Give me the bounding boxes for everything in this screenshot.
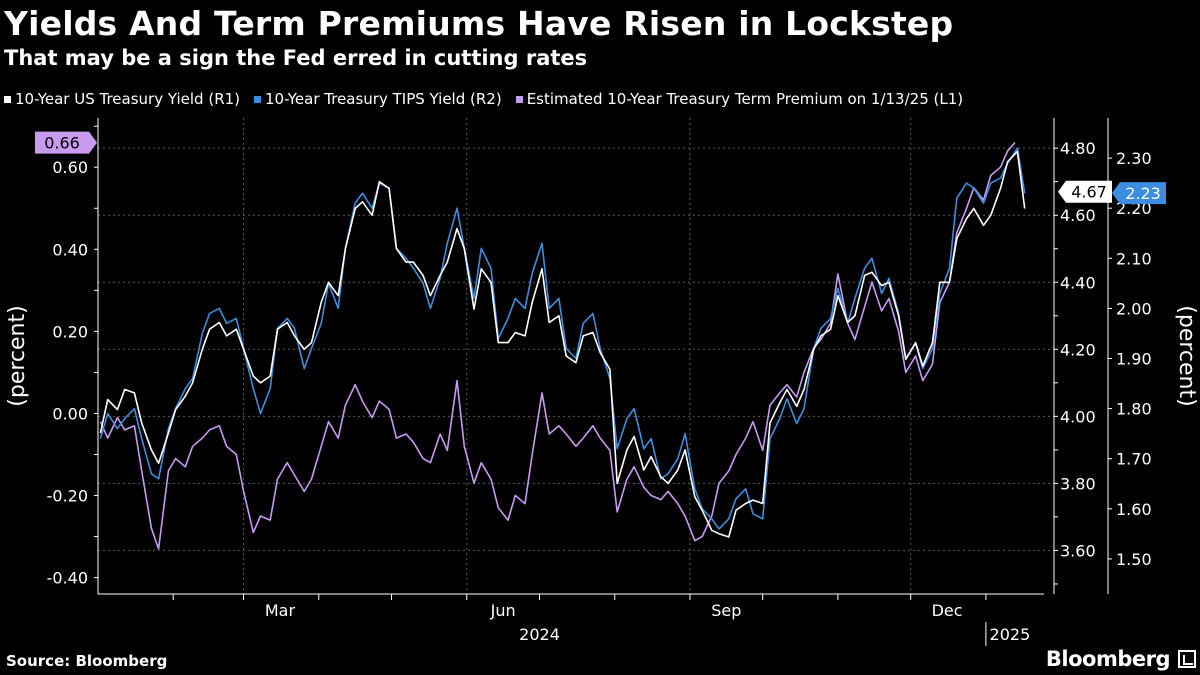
- r1-axis-tick-label: 4.20: [1060, 340, 1096, 359]
- value-labels: 4.67 2.23 0.66: [35, 131, 1166, 205]
- r1-axis-tick-label: 4.40: [1060, 273, 1096, 292]
- r2-axis-tick-label: 2.30: [1116, 149, 1152, 168]
- tips-line: [99, 147, 1026, 530]
- right-axis-title: (percent): [1174, 305, 1199, 406]
- source-note: Source: Bloomberg: [6, 652, 168, 670]
- r2-axis-tick-label: 1.80: [1116, 400, 1152, 419]
- x-axis-month-label: Jun: [490, 601, 516, 620]
- r1-axis-tick-label: 4.60: [1060, 206, 1096, 225]
- legend-item-premium: Estimated 10-Year Treasury Term Premium …: [515, 90, 964, 108]
- x-axis-year-label: 2024: [519, 625, 560, 644]
- x-axis-month-label: Sep: [711, 601, 741, 620]
- premium-last-value: 0.66: [44, 134, 80, 153]
- r2-axis-tick-label: 1.90: [1116, 350, 1152, 369]
- legend-label-premium: Estimated 10-Year Treasury Term Premium …: [526, 90, 964, 108]
- r2-axis-tick-label: 1.50: [1116, 550, 1152, 569]
- bloomberg-icon: [1178, 650, 1196, 668]
- legend-item-tips: 10-Year Treasury TIPS Yield (R2): [254, 90, 502, 108]
- yield-last-value: 4.67: [1071, 183, 1107, 202]
- left-axis-title: (percent): [5, 305, 30, 406]
- legend-swatch-tips: [254, 95, 262, 103]
- legend-swatch-premium: [515, 95, 523, 103]
- legend-label-yield: 10-Year US Treasury Yield (R1): [15, 90, 241, 108]
- legend-label-tips: 10-Year Treasury TIPS Yield (R2): [265, 90, 502, 108]
- x-axis-year-label: 2025: [990, 625, 1031, 644]
- yield-line: [99, 150, 1026, 538]
- r2-axis-tick-label: 1.70: [1116, 450, 1152, 469]
- legend: 10-Year US Treasury Yield (R1) 10-Year T…: [4, 90, 963, 108]
- x-axis-month-label: Mar: [265, 601, 296, 620]
- r1-axis-tick-label: 3.60: [1060, 541, 1096, 560]
- left-axis-tick-label: 0.00: [52, 404, 88, 423]
- left-axis-tick-label: 0.40: [52, 240, 88, 259]
- axes: 0.600.400.200.00-0.20-0.40(percent)4.804…: [5, 118, 1199, 646]
- r1-axis-tick-label: 4.00: [1060, 407, 1096, 426]
- r2-axis-tick-label: 2.10: [1116, 249, 1152, 268]
- left-axis-tick-label: 0.60: [52, 158, 88, 177]
- legend-swatch-yield: [4, 95, 11, 103]
- chart-subtitle: That may be a sign the Fed erred in cutt…: [4, 46, 588, 70]
- r2-axis-tick-label: 2.00: [1116, 299, 1152, 318]
- left-axis-tick-label: 0.20: [52, 322, 88, 341]
- series-lines: [99, 142, 1026, 550]
- term-premium-line: [99, 142, 1016, 550]
- tips-last-value-bg: [1112, 182, 1166, 205]
- left-axis-tick-label: -0.20: [47, 487, 88, 506]
- chart-title: Yields And Term Premiums Have Risen in L…: [4, 4, 954, 43]
- bloomberg-logo: Bloomberg: [1045, 647, 1171, 671]
- r1-axis-tick-label: 4.80: [1060, 139, 1096, 158]
- r1-axis-tick-label: 3.80: [1060, 474, 1096, 493]
- tips-last-value: 2.23: [1125, 184, 1161, 203]
- yield-last-value-bg: [1058, 180, 1112, 203]
- legend-item-yield: 10-Year US Treasury Yield (R1): [4, 90, 240, 108]
- left-axis-tick-label: -0.40: [47, 569, 88, 588]
- x-axis-month-label: Dec: [932, 601, 963, 620]
- r2-axis-tick-label: 1.60: [1116, 500, 1152, 519]
- premium-last-value-bg: [35, 131, 97, 154]
- gridlines: [98, 118, 1054, 594]
